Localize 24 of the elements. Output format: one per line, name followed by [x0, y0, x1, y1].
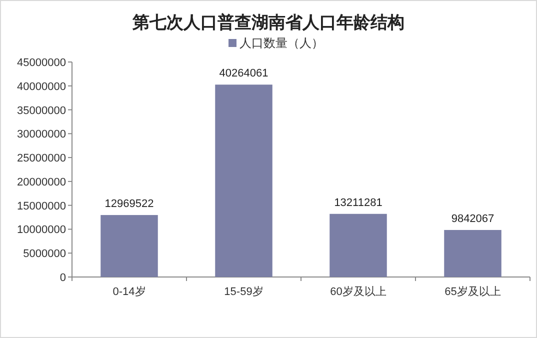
- bar: [444, 230, 502, 277]
- y-tick-label: 30000000: [17, 128, 66, 141]
- data-label: 9842067: [451, 212, 494, 225]
- y-tick-label: 20000000: [17, 176, 66, 188]
- y-tick-label: 40000000: [17, 80, 66, 93]
- x-tick-label: 65岁及以上: [444, 285, 501, 298]
- y-tick-label: 35000000: [17, 104, 66, 117]
- x-tick-label: 60岁及以上: [330, 285, 386, 298]
- bar: [100, 215, 158, 277]
- y-tick-label: 25000000: [17, 152, 66, 165]
- data-label: 12969522: [104, 198, 154, 210]
- bar: [215, 84, 272, 277]
- bar: [330, 214, 387, 277]
- y-tick-label: 5000000: [23, 248, 66, 260]
- y-tick-label: 0: [60, 272, 66, 284]
- data-label: 13211281: [334, 196, 382, 209]
- x-tick-label: 0-14岁: [112, 286, 146, 298]
- y-tick-label: 45000000: [17, 57, 66, 69]
- data-label: 40264061: [219, 68, 268, 80]
- y-tick-label: 10000000: [17, 224, 66, 236]
- x-tick-label: 15-59岁: [224, 286, 264, 298]
- chart-title: 第七次人口普查湖南省人口年龄结构: [132, 12, 404, 32]
- y-tick-label: 15000000: [17, 200, 66, 212]
- legend-label: 人口数量（人）: [240, 36, 324, 50]
